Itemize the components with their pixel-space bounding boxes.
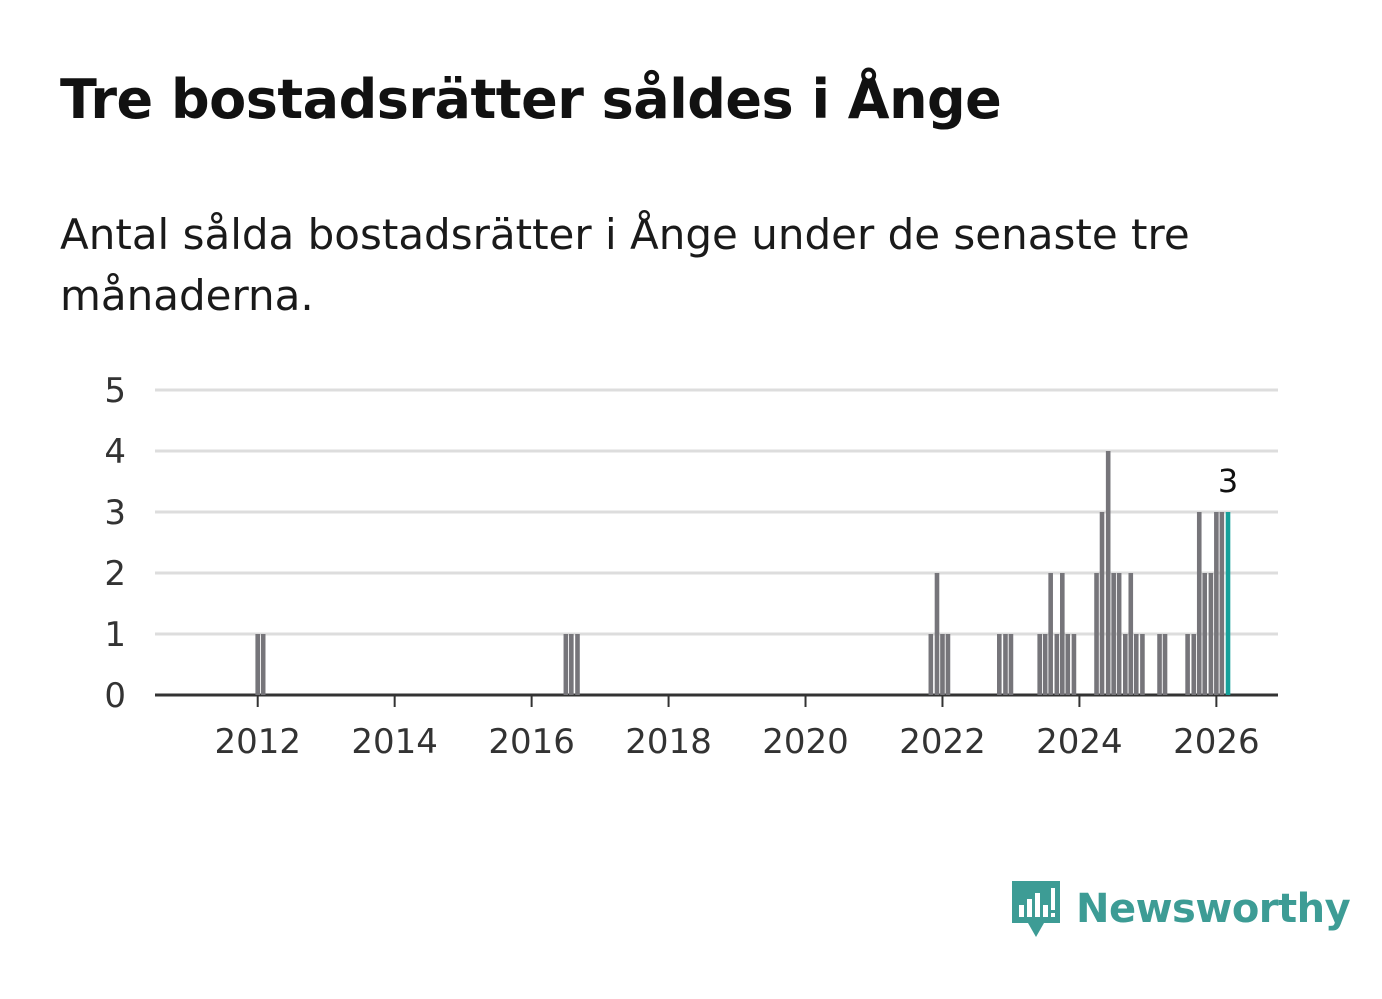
- x-tick-label-2012: 2012: [214, 722, 301, 762]
- bar-11: [1008, 634, 1014, 695]
- y-tick-label-2: 2: [104, 554, 126, 594]
- bar-20: [1099, 512, 1105, 695]
- y-tick-label-1: 1: [104, 615, 126, 655]
- bar-28: [1157, 634, 1162, 695]
- bar-15: [1054, 634, 1060, 695]
- y-tick-label-3: 3: [104, 493, 126, 533]
- brand-name: Newsworthy: [1076, 886, 1351, 932]
- bar-37: [1225, 512, 1231, 695]
- x-tick-label-2014: 2014: [351, 722, 438, 762]
- x-tick-label-2018: 2018: [625, 722, 712, 762]
- bar-21: [1105, 451, 1111, 695]
- bar-25: [1128, 573, 1134, 695]
- bar-36: [1219, 512, 1225, 695]
- bar-1: [260, 634, 266, 695]
- bar-24: [1123, 634, 1128, 695]
- bar-26: [1133, 634, 1139, 695]
- bar-0: [255, 634, 261, 695]
- bar-18: [1071, 634, 1077, 695]
- bar-6: [934, 573, 940, 695]
- bar-32: [1196, 512, 1202, 695]
- bar-8: [945, 634, 951, 695]
- x-tick-label-2016: 2016: [488, 722, 575, 762]
- newsworthy-icon: [1012, 881, 1060, 937]
- bar-12: [1037, 634, 1042, 695]
- bar-16: [1060, 573, 1065, 695]
- bar-31: [1191, 634, 1197, 695]
- bar-value-label: 3: [1218, 462, 1238, 500]
- x-tick-label-2026: 2026: [1173, 722, 1260, 762]
- bar-29: [1162, 634, 1168, 695]
- y-tick-label-4: 4: [104, 432, 126, 472]
- x-tick-label-2024: 2024: [1036, 722, 1123, 762]
- bar-2: [563, 634, 569, 695]
- x-tick-label-2022: 2022: [899, 722, 986, 762]
- y-axis-ticks: 0 1 2 3 4 5: [104, 371, 126, 716]
- bar-13: [1042, 634, 1048, 695]
- bar-17: [1065, 634, 1071, 695]
- bar-7: [940, 634, 945, 695]
- x-axis-ticks: 2012 2014 2016 2018 2020 2022 2024 2026: [214, 695, 1260, 762]
- chart-title: Tre bostadsrätter såldes i Ånge: [60, 68, 1002, 131]
- bar-34: [1208, 573, 1214, 695]
- bars: [255, 451, 1231, 695]
- bar-9: [997, 634, 1002, 695]
- bar-27: [1140, 634, 1145, 695]
- y-tick-label-0: 0: [104, 676, 126, 716]
- bar-4: [575, 634, 580, 695]
- bar-19: [1094, 573, 1099, 695]
- chart-subtitle: Antal sålda bostadsrätter i Ånge under d…: [60, 210, 1190, 320]
- brand-logo: Newsworthy: [1010, 878, 1351, 940]
- bar-35: [1214, 512, 1219, 695]
- y-tick-label-5: 5: [104, 371, 126, 411]
- bar-5: [928, 634, 934, 695]
- value-labels: 3: [1218, 462, 1238, 500]
- bar-33: [1202, 573, 1208, 695]
- bar-14: [1048, 573, 1053, 695]
- bar-3: [569, 634, 574, 695]
- bar-10: [1003, 634, 1008, 695]
- bar-22: [1111, 573, 1116, 695]
- grid-lines: [155, 388, 1278, 697]
- bar-23: [1116, 573, 1122, 695]
- x-tick-label-2020: 2020: [762, 722, 849, 762]
- bar-30: [1185, 634, 1190, 695]
